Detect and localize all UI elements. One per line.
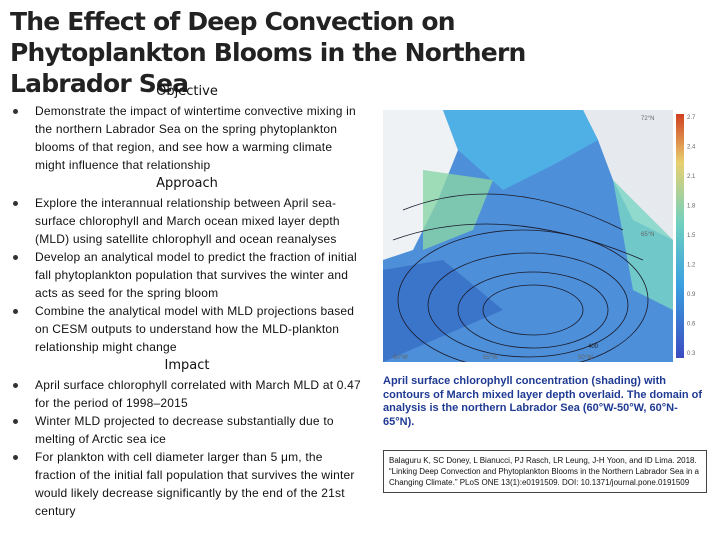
section-heading: Objective bbox=[156, 84, 218, 99]
lat-label: 72°N bbox=[641, 116, 654, 122]
bullet: Winter MLD projected to decrease substan… bbox=[12, 412, 362, 448]
contours bbox=[392, 193, 649, 362]
colorbar-label: 2.7 bbox=[687, 115, 696, 121]
lon-label: 60°W bbox=[393, 355, 408, 361]
bullet: Demonstrate the impact of wintertime con… bbox=[12, 102, 362, 174]
contour-label: 400 bbox=[588, 344, 599, 350]
colorbar-label: 2.4 bbox=[687, 145, 696, 151]
bullet-list: Explore the interannual relationship bet… bbox=[12, 194, 362, 356]
caption: April surface chlorophyll concentration … bbox=[383, 375, 703, 428]
shading bbox=[383, 260, 503, 362]
land bbox=[383, 110, 458, 260]
citation: Balaguru K, SC Doney, L Bianucci, PJ Ras… bbox=[383, 450, 707, 493]
shading bbox=[613, 180, 673, 310]
shading bbox=[443, 110, 598, 190]
bullet: For plankton with cell diameter larger t… bbox=[12, 448, 362, 520]
colorbar-label: 0.6 bbox=[687, 322, 696, 328]
section-heading: Impact bbox=[164, 358, 210, 373]
map-figure: 72°N 65°N 60°W 55°W 50°W 400 2.7 2.4 2.1 1.… bbox=[383, 110, 696, 362]
colorbar-label: 0.3 bbox=[687, 351, 696, 357]
bullet: Explore the interannual relationship bet… bbox=[12, 194, 362, 248]
colorbar-label: 1.5 bbox=[687, 233, 696, 239]
colorbar-label: 0.9 bbox=[687, 292, 696, 298]
bullet-list: Demonstrate the impact of wintertime con… bbox=[12, 102, 362, 174]
section-heading: Approach bbox=[156, 176, 218, 191]
land bbox=[583, 110, 673, 240]
lon-label: 55°W bbox=[483, 355, 498, 361]
colorbar-label: 1.2 bbox=[687, 263, 696, 269]
lat-label: 65°N bbox=[641, 232, 654, 238]
shading bbox=[423, 170, 493, 250]
colorbar-label: 1.8 bbox=[687, 204, 696, 210]
bullet: April surface chlorophyll correlated wit… bbox=[12, 376, 362, 412]
lon-label: 50°W bbox=[578, 355, 593, 361]
bullet: Develop an analytical model to predict t… bbox=[12, 248, 362, 302]
bullet: Combine the analytical model with MLD pr… bbox=[12, 302, 362, 356]
title: The Effect of Deep Convection on Phytopl… bbox=[10, 7, 526, 98]
bullet-list: April surface chlorophyll correlated wit… bbox=[12, 376, 362, 520]
content: Objective Demonstrate the impact of winte… bbox=[12, 82, 362, 520]
colorbar bbox=[676, 114, 684, 358]
colorbar-label: 2.1 bbox=[687, 174, 696, 180]
